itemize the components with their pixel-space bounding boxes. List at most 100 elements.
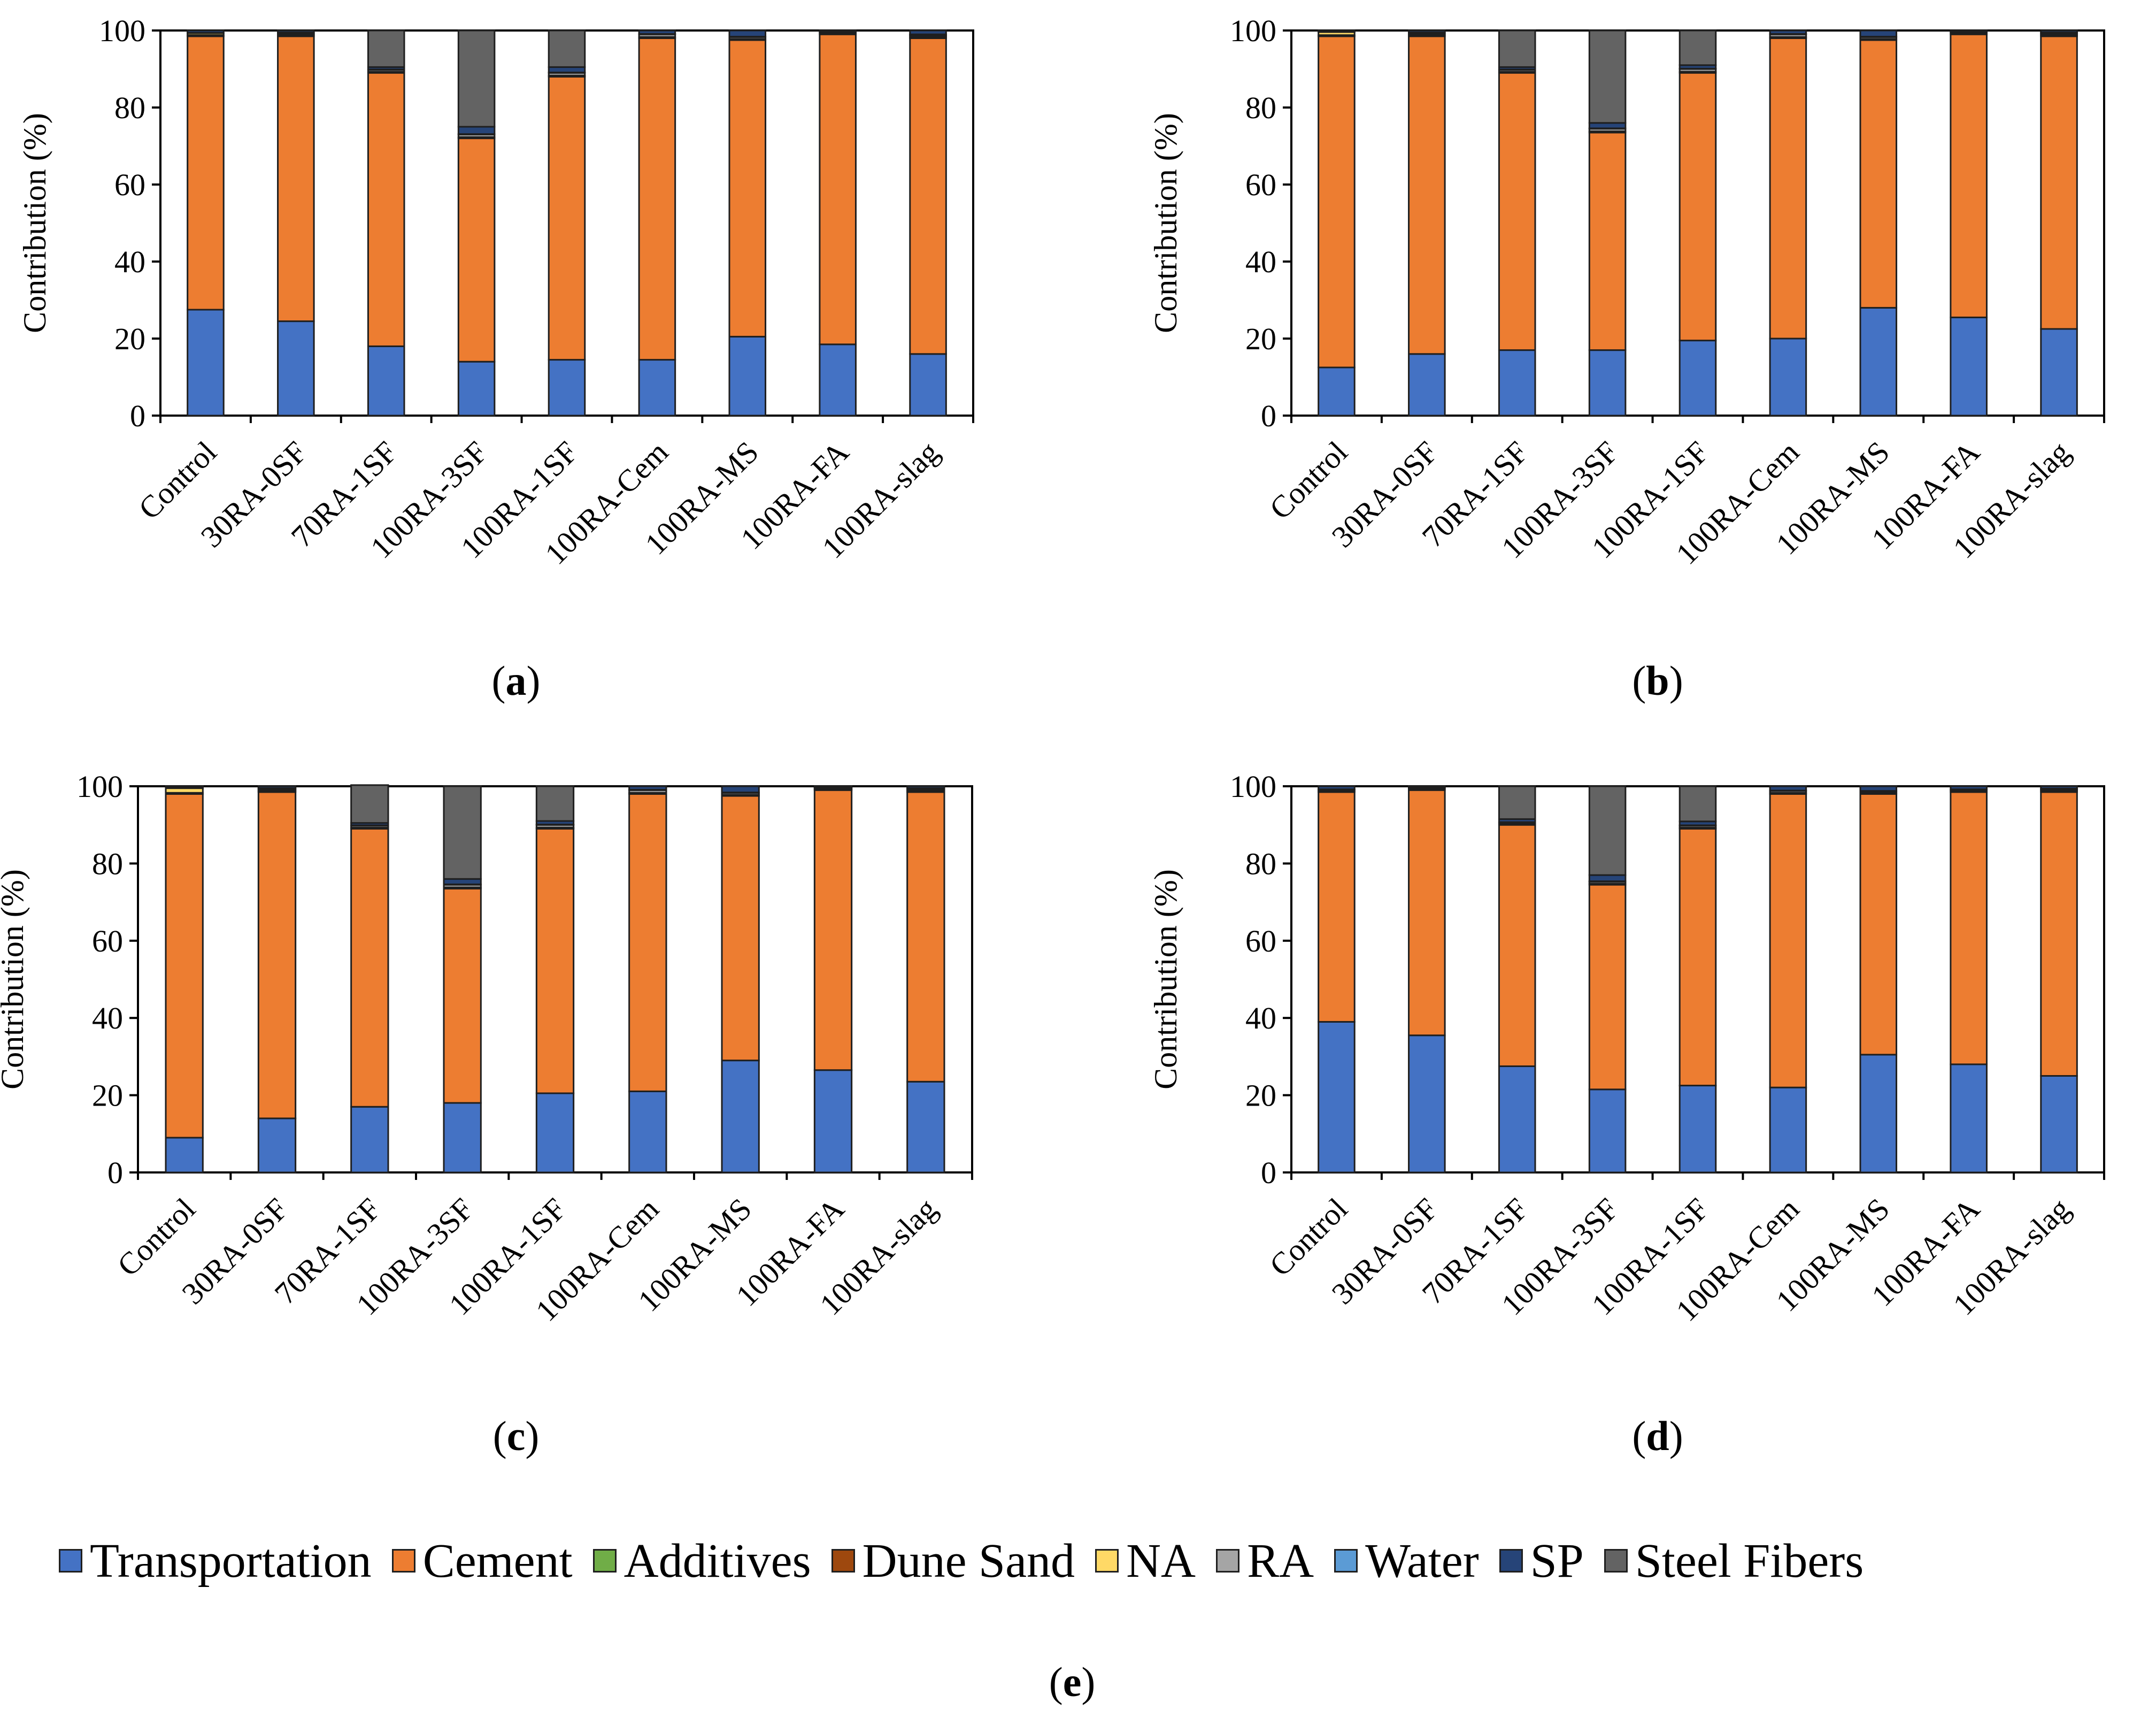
x-tick-label: Control xyxy=(132,434,223,526)
y-tick-label: 40 xyxy=(92,1001,123,1036)
legend-swatch xyxy=(831,1549,855,1573)
bar-segment-transportation xyxy=(2040,328,2078,417)
bar-segment-cement xyxy=(1950,791,1988,1065)
bar-segment-cement xyxy=(1408,789,1446,1037)
bar-segment-sp xyxy=(628,785,667,791)
y-tick-label: 60 xyxy=(1245,924,1276,958)
y-tick-label: 60 xyxy=(1245,167,1276,202)
bar-segment-transportation xyxy=(1769,1086,1807,1174)
bar-segment-sp xyxy=(1408,29,1446,34)
bar-segment-cement xyxy=(906,791,945,1083)
bar-segment-sp xyxy=(909,29,947,35)
bar-segment-transportation xyxy=(187,309,225,417)
legend-item-transportation: Transportation xyxy=(59,1533,372,1589)
bar-segment-cement xyxy=(1859,793,1898,1056)
bar-segment-cement xyxy=(548,75,586,361)
panel-label-a: (a) xyxy=(491,657,541,704)
bar-segment-cement xyxy=(367,72,405,347)
bar-segment-sp xyxy=(277,29,315,34)
legend-label: Additives xyxy=(623,1534,811,1587)
y-tick-label: 20 xyxy=(92,1078,123,1113)
bar-segment-transportation xyxy=(1498,1065,1536,1174)
bar-segment-cement xyxy=(1769,793,1807,1088)
bar-segment-cement xyxy=(1678,72,1717,342)
bar-segment-transportation xyxy=(1769,338,1807,417)
y-tick-label: 0 xyxy=(107,1155,123,1190)
bar-segment-sp xyxy=(548,66,586,73)
bar-segment-sp xyxy=(728,29,767,38)
bar-segment-steel-fibers xyxy=(1498,785,1536,820)
bar-segment-cement xyxy=(1588,132,1627,351)
bar-segment-cement xyxy=(2040,791,2078,1077)
y-axis-label: Contribution (%) xyxy=(1148,869,1183,1090)
bar-segment-cement xyxy=(1408,35,1446,355)
bar-segment-transportation xyxy=(1318,1021,1356,1174)
bar-segment-cement xyxy=(1498,824,1536,1067)
bar-segment-transportation xyxy=(1678,340,1717,417)
bar-segment-transportation xyxy=(906,1080,945,1174)
bar-segment-sp xyxy=(1950,29,1988,33)
bar-segment-steel-fibers xyxy=(1678,29,1717,66)
bar-segment-cement xyxy=(1678,827,1717,1087)
legend: Transportation Cement Additives Dune San… xyxy=(59,1529,1884,1593)
bar-segment-sp xyxy=(1859,785,1898,792)
legend-swatch xyxy=(1216,1549,1240,1573)
legend-swatch xyxy=(1334,1549,1358,1573)
bar-segment-transportation xyxy=(367,345,405,417)
legend-item-dune-sand: Dune Sand xyxy=(831,1533,1075,1589)
bar-segment-transportation xyxy=(1859,306,1898,417)
bar-segment-sp xyxy=(1950,785,1988,791)
bar-segment-cement xyxy=(457,137,496,363)
bar-segment-cement xyxy=(165,793,204,1139)
bar-segment-sp xyxy=(165,785,204,789)
y-tick-label: 100 xyxy=(1230,769,1276,804)
y-tick-label: 60 xyxy=(114,167,145,202)
bar-segment-cement xyxy=(443,887,482,1104)
bar-segment-sp xyxy=(443,878,482,885)
bar-segment-sp xyxy=(1588,874,1627,883)
bar-segment-transportation xyxy=(628,1090,667,1174)
bar-segment-transportation xyxy=(721,1060,760,1174)
x-tick-label: Control xyxy=(1262,434,1354,526)
y-axis-label: Contribution (%) xyxy=(1148,113,1183,333)
bar-segment-steel-fibers xyxy=(457,29,496,128)
bar-segment-transportation xyxy=(1408,353,1446,417)
panel-label-d: (d) xyxy=(1632,1413,1683,1459)
bar-segment-transportation xyxy=(277,320,315,417)
bar-segment-transportation xyxy=(1950,316,1988,417)
bar-segment-cement xyxy=(535,827,575,1094)
bar-segment-transportation xyxy=(819,343,857,417)
bar-segment-transportation xyxy=(443,1102,482,1174)
legend-swatch xyxy=(1604,1549,1628,1573)
legend-label: SP xyxy=(1530,1534,1584,1587)
legend-swatch xyxy=(59,1549,82,1573)
bar-segment-transportation xyxy=(1950,1063,1988,1174)
bar-segment-sp xyxy=(638,29,676,35)
bar-segment-steel-fibers xyxy=(1588,785,1627,876)
bar-segment-transportation xyxy=(257,1117,297,1174)
y-tick-label: 80 xyxy=(92,846,123,881)
bar-segment-cement xyxy=(628,793,667,1092)
bar-segment-cement xyxy=(2040,35,2078,330)
bar-segment-transportation xyxy=(457,361,496,417)
bar-segment-transportation xyxy=(350,1106,389,1174)
bar-segment-transportation xyxy=(728,335,767,417)
bar-segment-steel-fibers xyxy=(1588,29,1627,124)
bar-segment-sp xyxy=(1769,785,1807,792)
bar-segment-sp xyxy=(819,29,857,33)
legend-swatch xyxy=(1095,1549,1119,1573)
legend-label: Transportation xyxy=(90,1534,372,1587)
bar-segment-cement xyxy=(813,789,853,1071)
bar-segment-transportation xyxy=(909,353,947,417)
bar-segment-cement xyxy=(638,37,676,361)
bar-segment-transportation xyxy=(1498,349,1536,417)
bar-segment-transportation xyxy=(1859,1054,1898,1174)
y-tick-label: 80 xyxy=(1245,90,1276,125)
bar-segment-cement xyxy=(1950,33,1988,318)
legend-item-additives: Additives xyxy=(592,1533,811,1589)
legend-label: RA xyxy=(1247,1534,1314,1587)
y-tick-label: 20 xyxy=(1245,321,1276,356)
